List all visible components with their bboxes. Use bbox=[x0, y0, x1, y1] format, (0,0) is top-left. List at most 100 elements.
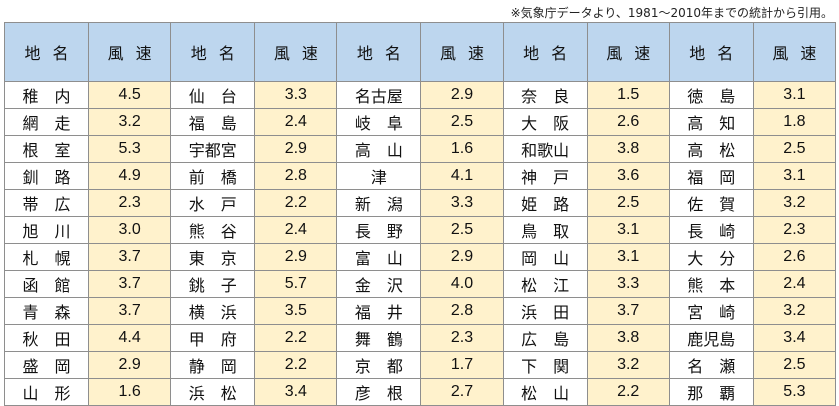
location-name: 福 岡 bbox=[668, 162, 754, 190]
location-name: 長 野 bbox=[336, 216, 422, 244]
source-note: ※気象庁データより、1981〜2010年までの統計から引用。 bbox=[510, 6, 833, 20]
wind-speed-value: 2.9 bbox=[420, 81, 504, 109]
wind-speed-value: 2.7 bbox=[420, 378, 504, 406]
location-name: 奈 良 bbox=[502, 81, 588, 109]
location-name: 青 森 bbox=[3, 297, 90, 325]
location-name: 静 岡 bbox=[170, 351, 256, 379]
location-name: 銚 子 bbox=[170, 270, 256, 298]
location-name: 下 関 bbox=[502, 351, 588, 379]
location-name: 帯 広 bbox=[3, 189, 90, 217]
wind-speed-value: 2.5 bbox=[420, 216, 504, 244]
location-name: 仙 台 bbox=[170, 81, 256, 109]
wind-speed-value: 2.5 bbox=[752, 135, 837, 163]
wind-speed-value: 3.7 bbox=[88, 243, 172, 271]
wind-speed-value: 2.5 bbox=[752, 351, 837, 379]
wind-speed-value: 3.2 bbox=[752, 297, 837, 325]
wind-speed-value: 3.8 bbox=[586, 324, 670, 352]
wind-speed-value: 2.8 bbox=[254, 162, 338, 190]
wind-speed-value: 2.5 bbox=[586, 189, 670, 217]
table-header: 地名 風速 地名 風速 地名 風速 地名 風速 地名 風速 bbox=[3, 22, 837, 82]
location-name: 山 形 bbox=[3, 378, 90, 406]
location-name: 金 沢 bbox=[336, 270, 422, 298]
wind-speed-value: 3.7 bbox=[586, 297, 670, 325]
wind-speed-value: 2.3 bbox=[88, 189, 172, 217]
wind-speed-value: 3.8 bbox=[586, 135, 670, 163]
wind-speed-value: 3.1 bbox=[752, 162, 837, 190]
location-name: 名 瀬 bbox=[668, 351, 754, 379]
wind-speed-value: 2.6 bbox=[586, 108, 670, 136]
table-row: 札 幌 3.7 東 京 2.9 富 山 2.9 岡 山 3.1 大 分 2.6 bbox=[3, 243, 837, 271]
table-row: 網 走 3.2 福 島 2.4 岐 阜 2.5 大 阪 2.6 高 知 1.8 bbox=[3, 108, 837, 136]
table-row: 帯 広 2.3 水 戸 2.2 新 潟 3.3 姫 路 2.5 佐 賀 3.2 bbox=[3, 189, 837, 217]
location-name: 富 山 bbox=[336, 243, 422, 271]
location-name: 前 橋 bbox=[170, 162, 256, 190]
location-name: 京 都 bbox=[336, 351, 422, 379]
location-name: 浜 松 bbox=[170, 378, 256, 406]
wind-speed-value: 4.5 bbox=[88, 81, 172, 109]
table-row: 青 森 3.7 横 浜 3.5 福 井 2.8 浜 田 3.7 宮 崎 3.2 bbox=[3, 297, 837, 325]
location-name: 長 崎 bbox=[668, 216, 754, 244]
location-name: 東 京 bbox=[170, 243, 256, 271]
location-name: 横 浜 bbox=[170, 297, 256, 325]
location-name: 稚 内 bbox=[3, 81, 90, 109]
wind-speed-value: 3.4 bbox=[752, 324, 837, 352]
location-name: 根 室 bbox=[3, 135, 90, 163]
wind-speed-value: 3.3 bbox=[586, 270, 670, 298]
table-row: 釧 路 4.9 前 橋 2.8 津 4.1 神 戸 3.6 福 岡 3.1 bbox=[3, 162, 837, 190]
table-row: 稚 内 4.5 仙 台 3.3 名古屋 2.9 奈 良 1.5 徳 島 3.1 bbox=[3, 81, 837, 109]
location-name: 広 島 bbox=[502, 324, 588, 352]
wind-speed-value: 3.6 bbox=[586, 162, 670, 190]
location-name: 松 江 bbox=[502, 270, 588, 298]
header-row: 地名 風速 地名 風速 地名 風速 地名 風速 地名 風速 bbox=[3, 22, 837, 82]
wind-speed-value: 5.3 bbox=[88, 135, 172, 163]
table-row: 旭 川 3.0 熊 谷 2.4 長 野 2.5 鳥 取 3.1 長 崎 2.3 bbox=[3, 216, 837, 244]
location-name: 岡 山 bbox=[502, 243, 588, 271]
location-name: 岐 阜 bbox=[336, 108, 422, 136]
location-name: 大 阪 bbox=[502, 108, 588, 136]
location-name: 秋 田 bbox=[3, 324, 90, 352]
wind-speed-value: 2.9 bbox=[254, 135, 338, 163]
wind-speed-value: 3.4 bbox=[254, 378, 338, 406]
wind-speed-value: 2.8 bbox=[420, 297, 504, 325]
header-speed-5: 風速 bbox=[752, 22, 837, 82]
location-name: 舞 鶴 bbox=[336, 324, 422, 352]
wind-speed-value: 1.6 bbox=[88, 378, 172, 406]
location-name: 新 潟 bbox=[336, 189, 422, 217]
location-name: 福 島 bbox=[170, 108, 256, 136]
wind-speed-value: 3.1 bbox=[752, 81, 837, 109]
wind-speed-table: 地名 風速 地名 風速 地名 風速 地名 風速 地名 風速 稚 内 4.5 仙 台 3.3 名古屋 2.9 奈… bbox=[3, 22, 837, 406]
wind-speed-value: 3.2 bbox=[586, 351, 670, 379]
location-name: 浜 田 bbox=[502, 297, 588, 325]
location-name: 高 松 bbox=[668, 135, 754, 163]
wind-speed-value: 1.8 bbox=[752, 108, 837, 136]
table-row: 根 室 5.3 宇都宮 2.9 高 山 1.6 和歌山 3.8 高 松 2.5 bbox=[3, 135, 837, 163]
location-name: 和歌山 bbox=[502, 135, 588, 163]
location-name: 徳 島 bbox=[668, 81, 754, 109]
header-speed-1: 風速 bbox=[88, 22, 172, 82]
header-speed-2: 風速 bbox=[254, 22, 338, 82]
wind-speed-value: 3.1 bbox=[586, 216, 670, 244]
wind-speed-value: 1.6 bbox=[420, 135, 504, 163]
location-name: 熊 谷 bbox=[170, 216, 256, 244]
wind-speed-value: 2.2 bbox=[254, 324, 338, 352]
location-name: 宮 崎 bbox=[668, 297, 754, 325]
wind-speed-value: 2.2 bbox=[586, 378, 670, 406]
wind-speed-value: 3.5 bbox=[254, 297, 338, 325]
location-name: 盛 岡 bbox=[3, 351, 90, 379]
wind-speed-value: 3.1 bbox=[586, 243, 670, 271]
wind-speed-value: 2.4 bbox=[752, 270, 837, 298]
wind-speed-value: 1.7 bbox=[420, 351, 504, 379]
wind-speed-value: 4.0 bbox=[420, 270, 504, 298]
wind-speed-value: 5.3 bbox=[752, 378, 837, 406]
location-name: 熊 本 bbox=[668, 270, 754, 298]
location-name: 高 山 bbox=[336, 135, 422, 163]
header-speed-3: 風速 bbox=[420, 22, 504, 82]
location-name: 津 bbox=[336, 162, 422, 190]
wind-speed-table-container: 地名 風速 地名 風速 地名 風速 地名 風速 地名 風速 稚 内 4.5 仙 台 3.3 名古屋 2.9 奈… bbox=[3, 22, 837, 406]
wind-speed-value: 2.2 bbox=[254, 189, 338, 217]
location-name: 網 走 bbox=[3, 108, 90, 136]
location-name: 松 山 bbox=[502, 378, 588, 406]
wind-speed-value: 2.5 bbox=[420, 108, 504, 136]
location-name: 姫 路 bbox=[502, 189, 588, 217]
